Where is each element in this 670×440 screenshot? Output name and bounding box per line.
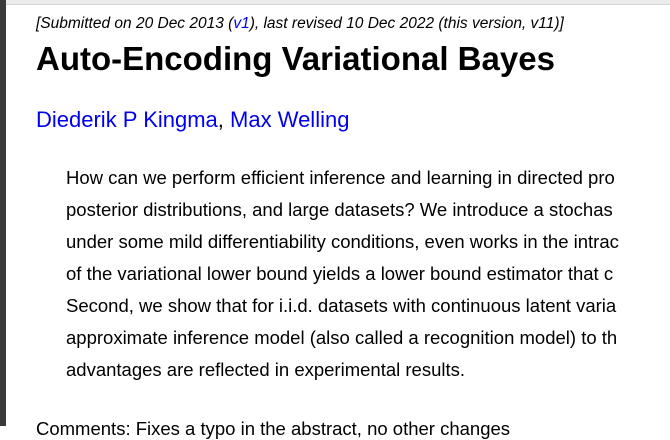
abstract-line: posterior distributions, and large datas… — [66, 199, 613, 220]
version-v1-link[interactable]: v1 — [233, 15, 250, 32]
author-list: Diederik P Kingma, Max Welling — [36, 107, 349, 133]
abstract-line: Second, we show that for i.i.d. datasets… — [66, 295, 617, 316]
submission-suffix: ), last revised 10 Dec 2022 (this versio… — [249, 15, 564, 32]
abstract: How can we perform efficient inference a… — [66, 162, 670, 386]
submission-history: [Submitted on 20 Dec 2013 (v1), last rev… — [36, 15, 564, 33]
left-sidebar-edge — [0, 0, 6, 426]
comments: Comments: Fixes a typo in the abstract, … — [36, 418, 511, 439]
abstract-line: under some mild differentiability condit… — [66, 231, 619, 252]
author-link[interactable]: Diederik P Kingma — [36, 107, 218, 132]
author-separator: , — [217, 107, 231, 132]
abstract-line: advantages are reflected in experimental… — [66, 359, 465, 380]
author-link[interactable]: Max Welling — [230, 107, 350, 132]
top-toolbar-edge — [6, 0, 670, 5]
abstract-line: of the variational lower bound yields a … — [66, 263, 614, 284]
abstract-line: approximate inference model (also called… — [66, 327, 618, 348]
paper-title: Auto-Encoding Variational Bayes — [36, 40, 555, 77]
abstract-line: How can we perform efficient inference a… — [66, 167, 615, 188]
submission-prefix: [Submitted on 20 Dec 2013 ( — [36, 15, 234, 32]
